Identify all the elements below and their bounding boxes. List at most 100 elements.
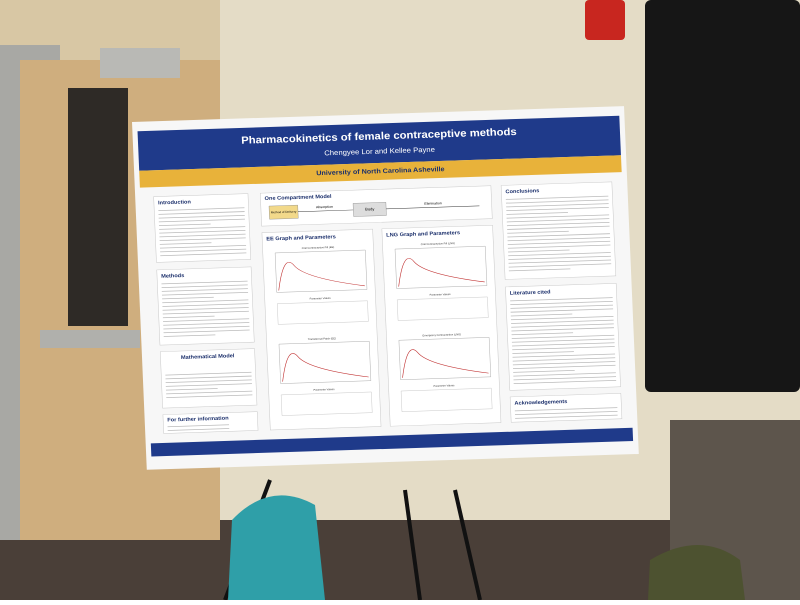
text-line	[513, 364, 616, 369]
text-line	[161, 292, 249, 296]
table-title: Parameter Values	[310, 296, 332, 301]
text-line	[511, 338, 615, 343]
text-line	[165, 388, 218, 391]
edge-label: Elimination	[424, 201, 442, 205]
text-line	[505, 195, 609, 200]
text-line	[163, 322, 250, 326]
text-line	[510, 297, 613, 302]
plot-curve	[402, 349, 489, 378]
text-line	[511, 327, 614, 332]
text-line	[161, 288, 248, 292]
text-line	[159, 229, 246, 234]
text-line	[508, 252, 611, 257]
plot-area	[278, 341, 372, 384]
section-heading: Literature cited	[510, 290, 551, 297]
door-window	[68, 88, 128, 326]
section-heading: Acknowledgements	[514, 399, 567, 406]
text-line	[506, 212, 568, 215]
node-label: Body	[365, 206, 375, 211]
plot-title: Transdermal Patch (EE)	[308, 336, 337, 341]
methods-box	[156, 266, 255, 346]
text-line	[511, 332, 574, 336]
text-line	[508, 263, 612, 268]
arrow	[297, 209, 354, 212]
text-line	[162, 296, 214, 300]
text-line	[511, 334, 615, 339]
text-line	[506, 206, 609, 212]
text-line	[511, 319, 614, 324]
text-line	[159, 242, 212, 245]
text-line	[162, 303, 249, 307]
text-line	[166, 390, 253, 395]
body-node	[352, 202, 387, 217]
text-line	[162, 310, 249, 315]
text-line	[163, 329, 250, 334]
text-line	[510, 316, 614, 321]
text-line	[167, 428, 230, 431]
text-line	[507, 233, 610, 238]
text-line	[508, 249, 570, 253]
section-heading: LNG Graph and Parameters	[386, 230, 460, 238]
door-closer	[100, 48, 180, 78]
node-label: Method of Delivery	[271, 210, 297, 215]
text-line	[512, 351, 574, 354]
text-line	[159, 237, 246, 242]
text-line	[163, 334, 216, 337]
plot-title: Emergency Contraception (LNG)	[422, 332, 461, 337]
header-band	[137, 115, 621, 171]
section-heading: Introduction	[158, 200, 191, 207]
text-line	[505, 199, 609, 204]
text-line	[508, 255, 611, 260]
text-line	[513, 369, 575, 373]
text-line	[165, 371, 252, 376]
bag	[648, 545, 745, 600]
graph-panel	[381, 224, 502, 427]
easel-leg	[403, 489, 422, 601]
text-line	[161, 284, 248, 289]
text-line	[506, 214, 610, 219]
text-line	[511, 323, 614, 328]
param-table	[396, 296, 489, 321]
text-line	[162, 315, 215, 319]
text-line	[159, 245, 247, 249]
plot-area	[398, 337, 492, 380]
param-table	[277, 300, 369, 325]
text-line	[158, 211, 245, 215]
text-line	[514, 407, 618, 412]
text-line	[512, 361, 616, 366]
text-line	[165, 375, 252, 380]
section-heading: EE Graph and Parameters	[266, 234, 336, 242]
text-line	[512, 342, 615, 347]
text-line	[167, 424, 230, 428]
table-title: Parameter Values	[313, 387, 335, 392]
plot-area	[274, 249, 368, 293]
plot-curve	[278, 261, 365, 291]
easel-leg	[453, 489, 482, 601]
text-line	[159, 226, 246, 230]
arrow	[386, 205, 480, 210]
text-line	[513, 379, 617, 385]
table-title: Parameter Values	[433, 383, 455, 388]
text-line	[508, 259, 612, 264]
text-line	[510, 313, 573, 317]
text-line	[512, 346, 615, 351]
backpack	[228, 495, 325, 600]
text-line	[507, 230, 569, 234]
text-line	[165, 383, 252, 387]
text-line	[158, 214, 245, 219]
table-title: Parameter Values	[429, 292, 451, 297]
plot-title: Oral Contraceptive Pill (LNG)	[421, 241, 456, 246]
poster-affiliation: University of North Carolina Asheville	[316, 166, 445, 177]
footer-band	[150, 427, 634, 457]
text-line	[160, 248, 247, 253]
text-line	[514, 410, 618, 416]
plot-curve	[282, 353, 369, 382]
text-line	[506, 218, 610, 223]
text-line	[163, 325, 250, 330]
plot-area	[394, 245, 488, 289]
text-line	[513, 376, 617, 381]
text-line	[158, 218, 245, 223]
text-line	[162, 307, 249, 311]
text-line	[158, 223, 211, 226]
text-line	[513, 372, 616, 377]
